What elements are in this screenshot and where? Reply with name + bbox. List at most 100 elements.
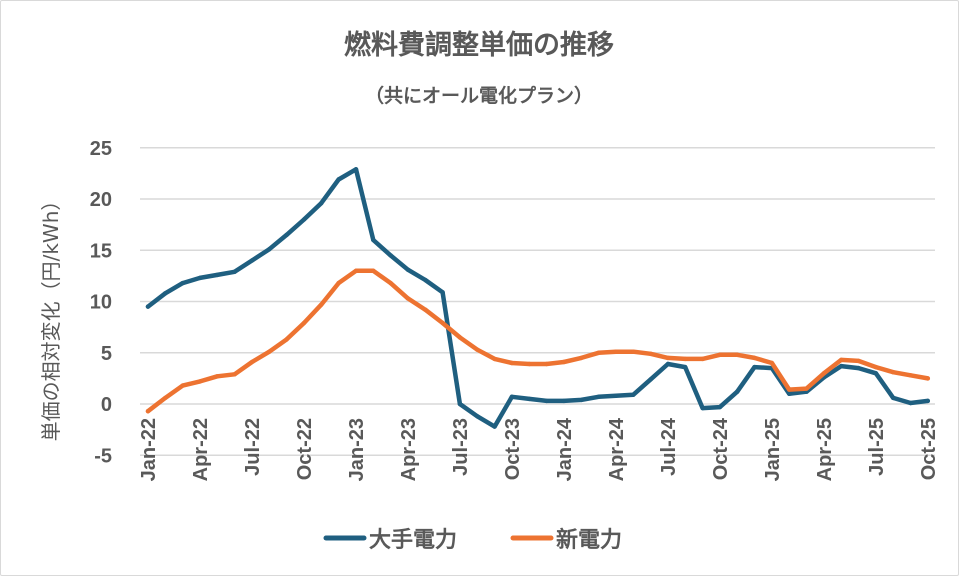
data-point [613,393,619,398]
x-tick-label: Oct-24 [710,417,732,480]
data-point [353,268,359,273]
data-point [873,364,879,370]
chart-title: 燃料費調整単価の推移 [344,29,614,61]
x-tick-label: Oct-23 [502,418,524,480]
y-tick-label: 25 [90,138,112,160]
data-point [509,394,515,399]
data-point [423,307,428,312]
data-point [839,363,844,369]
data-point [631,392,636,397]
data-point [301,320,307,326]
data-point [267,247,272,252]
data-point [215,374,220,379]
data-point [648,377,653,382]
data-point [232,372,237,377]
x-tick-label: Apr-22 [190,418,212,481]
data-point [180,280,185,286]
x-tick-label: Apr-24 [606,417,628,481]
x-tick-label: Jul-24 [658,417,680,476]
legend-label-new-utilities: 新電力 [556,527,622,553]
data-point [163,395,168,401]
data-point [388,253,393,258]
y-tick-label: -5 [94,445,112,467]
data-point [561,398,567,404]
chart-subtitle: （共にオール電化プラン） [365,84,593,107]
data-point [752,364,757,370]
data-point [700,405,705,411]
legend: 大手電力 新電力 [323,527,622,553]
data-point [613,349,619,354]
x-tick-label: Jul-23 [450,418,472,476]
x-tick-label: Apr-23 [398,418,420,481]
x-tick-label: Jul-25 [866,418,888,476]
y-tick-label: 0 [101,394,112,416]
data-point [579,397,584,403]
data-point [336,177,341,182]
data-point [457,335,463,340]
data-point [908,400,913,406]
data-point [284,232,289,238]
data-point [804,386,809,391]
legend-label-major-utilities: 大手電力 [369,528,457,553]
data-point [596,350,601,355]
data-point [405,296,411,301]
data-point [683,356,688,362]
x-tick-label: Jul-22 [242,418,264,476]
data-point [492,424,497,429]
x-tick-label: Jan-24 [554,417,576,481]
data-point [717,352,723,357]
x-tick-label: Jan-23 [346,418,368,481]
data-point [787,391,792,396]
data-point [267,349,272,354]
data-point [544,361,549,367]
data-point [145,304,151,309]
data-point [215,272,220,278]
y-axis-ticks: 25 20 15 10 5 0 -5 [90,138,112,468]
data-point [683,364,688,370]
data-point [735,389,740,394]
x-tick-label: Jan-22 [138,418,160,481]
data-point [353,167,359,172]
y-tick-label: 10 [90,292,112,314]
data-point [925,398,930,404]
data-point [475,347,480,352]
data-point [440,290,445,295]
data-point [319,302,324,307]
data-point [665,361,671,367]
data-point [180,383,185,388]
x-tick-label: Oct-22 [294,418,316,480]
data-point [249,258,255,263]
x-axis-ticks: Jan-22 Apr-22 Jul-22 Oct-22 Jan-23 Apr-23 Jul-… [138,417,940,481]
data-point [284,337,289,342]
data-point [579,355,584,361]
data-point [145,409,151,414]
x-tick-label: Jan-25 [762,418,784,481]
data-point [561,359,567,365]
data-point [596,394,601,399]
data-point [405,267,411,272]
data-point [769,360,775,366]
data-point [301,217,307,222]
data-point [475,414,480,419]
data-point [319,200,324,206]
series-line-major-utilities [145,167,931,429]
data-point [856,365,861,371]
data-point [440,320,445,326]
y-tick-label: 20 [90,189,112,211]
data-point [925,376,930,381]
data-point [249,359,255,365]
data-point [232,269,237,274]
y-tick-label: 5 [101,343,112,365]
x-tick-label: Oct-25 [918,418,940,480]
y-tick-label: 15 [90,240,112,262]
data-point [821,371,827,376]
data-point [700,356,705,362]
data-point [873,371,879,376]
data-point [388,280,393,286]
data-point [908,373,913,378]
data-point [631,349,636,354]
data-point [527,396,532,402]
data-point [787,387,792,392]
